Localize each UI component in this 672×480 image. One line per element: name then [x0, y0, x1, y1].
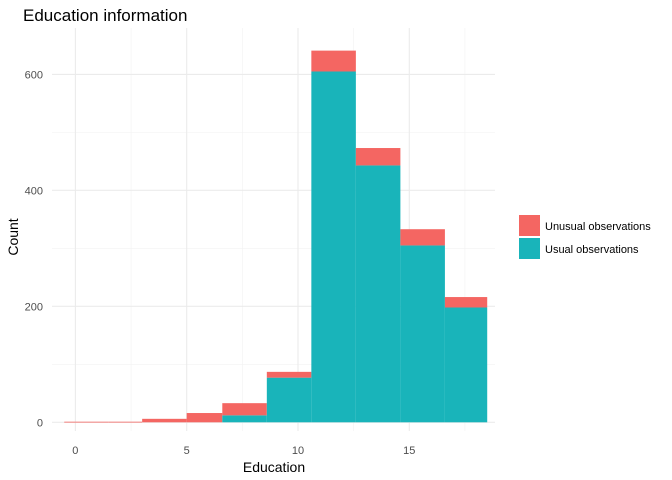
bar-unusual-observations	[142, 418, 187, 423]
bar-unusual-observations	[64, 421, 109, 423]
x-axis-ticks: 0 5 10 15	[72, 445, 415, 457]
bar-usual-observations	[222, 415, 267, 423]
y-axis-title: Count	[5, 218, 21, 255]
chart-title: Education information	[23, 6, 187, 25]
legend-label-usual-observations: Usual observations	[545, 244, 639, 256]
x-axis-title: Education	[243, 459, 305, 475]
bars	[64, 50, 488, 423]
legend-key-usual-observations	[519, 238, 540, 259]
x-tick-label: 0	[72, 445, 78, 457]
bar-usual-observations	[266, 377, 312, 423]
bar-unusual-observations	[186, 413, 223, 423]
bar-unusual-observations	[444, 297, 488, 308]
bar-unusual-observations	[108, 421, 143, 423]
x-tick-label: 15	[403, 445, 415, 457]
bar-unusual-observations	[400, 229, 445, 246]
x-tick-label: 5	[184, 445, 190, 457]
bar-usual-observations	[311, 71, 356, 423]
y-tick-label: 600	[25, 69, 43, 81]
bar-unusual-observations	[311, 50, 356, 72]
bar-unusual-observations	[222, 403, 267, 416]
x-tick-label: 10	[292, 445, 304, 457]
legend-label-unusual-observations: Unusual observations	[545, 221, 651, 233]
legend: Unusual observations Usual observations	[519, 215, 651, 259]
y-tick-label: 0	[37, 417, 43, 429]
y-tick-label: 400	[25, 185, 43, 197]
y-tick-label: 200	[25, 301, 43, 313]
bar-unusual-observations	[355, 148, 401, 166]
y-axis-ticks: 0 200 400 600	[25, 69, 43, 429]
legend-key-unusual-observations	[519, 215, 540, 236]
bar-unusual-observations	[266, 371, 312, 378]
bar-usual-observations	[355, 165, 401, 423]
bar-usual-observations	[444, 307, 488, 423]
bar-usual-observations	[400, 245, 445, 423]
